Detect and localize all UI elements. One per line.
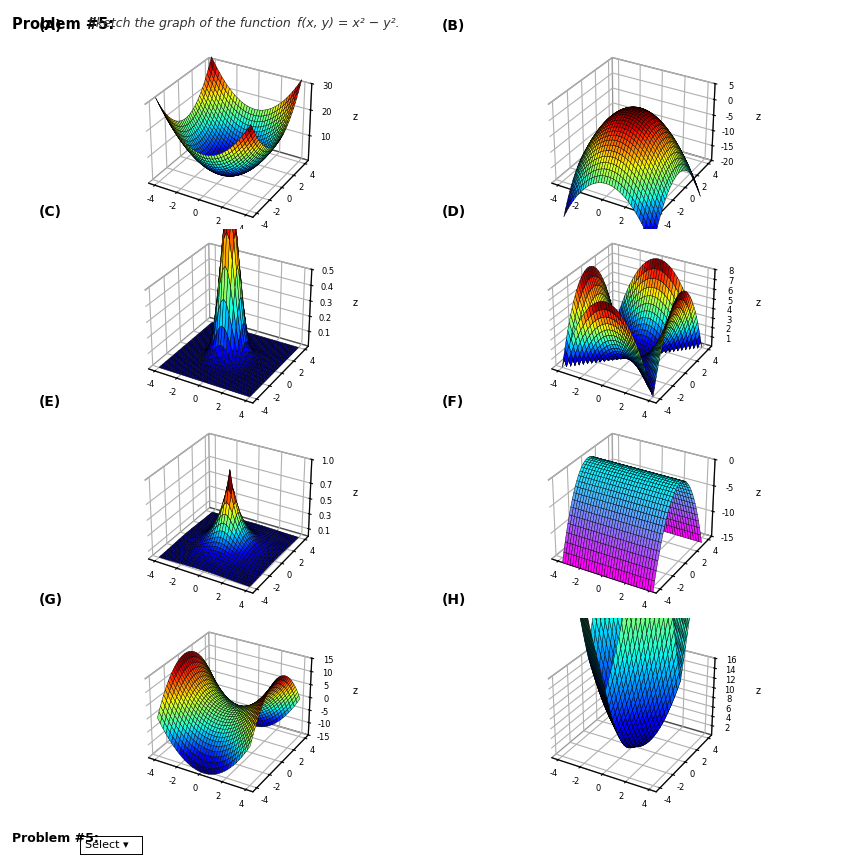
- Text: (E): (E): [39, 395, 61, 409]
- Text: Problem #5:: Problem #5:: [12, 17, 114, 32]
- Text: (G): (G): [39, 594, 63, 607]
- Text: (B): (B): [442, 19, 465, 33]
- Text: f(x, y) = x² − y².: f(x, y) = x² − y².: [297, 17, 400, 30]
- Text: (A): (A): [39, 19, 62, 33]
- Text: (C): (C): [39, 205, 62, 219]
- Text: (D): (D): [442, 205, 466, 219]
- Text: Select ▾: Select ▾: [85, 840, 129, 850]
- Text: (F): (F): [442, 395, 464, 409]
- Text: (H): (H): [442, 594, 466, 607]
- Text: Problem #5:: Problem #5:: [12, 832, 99, 845]
- Text: Sketch the graph of the function: Sketch the graph of the function: [84, 17, 295, 30]
